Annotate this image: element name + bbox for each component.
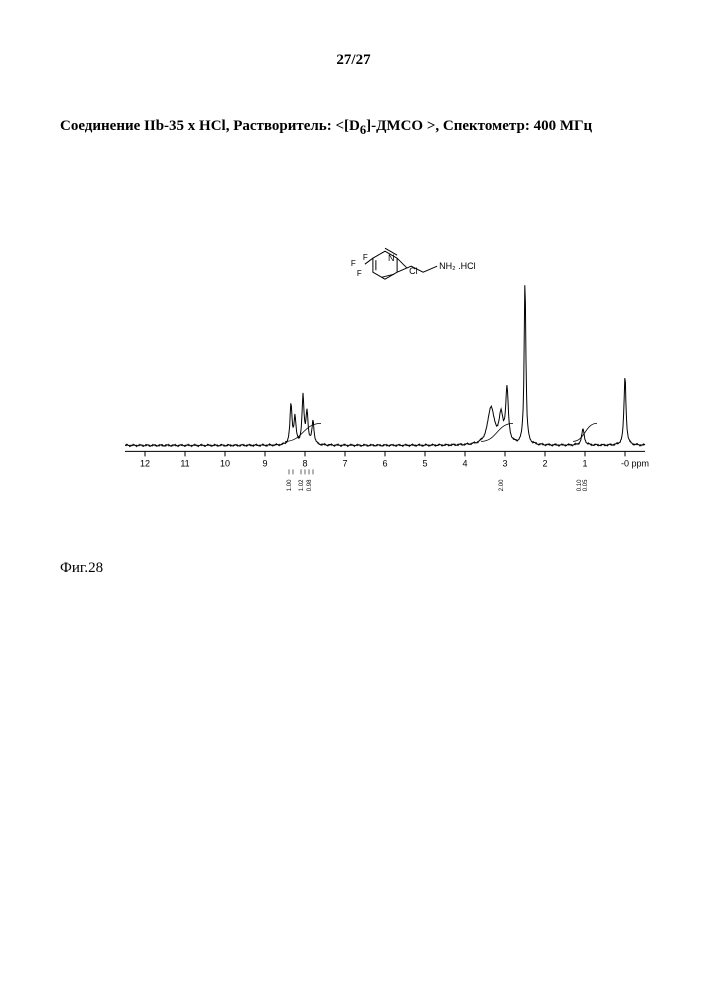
svg-text:F: F xyxy=(351,259,356,268)
figure-heading: Соединение IIb-35 x HCl, Растворитель: <… xyxy=(60,118,647,138)
svg-text:7: 7 xyxy=(342,458,347,468)
svg-text:1.00: 1.00 xyxy=(287,479,293,491)
nmr-spectrum: 121110987654321-0ppm1.001.020.982.000.10… xyxy=(115,170,655,510)
heading-part-1: Соединение IIb-35 x HCl, Растворитель: <… xyxy=(60,118,360,134)
svg-text:0.98: 0.98 xyxy=(307,479,313,491)
svg-text:12: 12 xyxy=(140,458,150,468)
heading-part-2: ]-ДМСО >, Спектометр: 400 МГц xyxy=(366,118,592,134)
svg-text:3: 3 xyxy=(502,458,507,468)
svg-text:1.02: 1.02 xyxy=(299,479,305,491)
page: 27/27 Соединение IIb-35 x HCl, Растворит… xyxy=(0,0,707,1000)
svg-text:9: 9 xyxy=(262,458,267,468)
svg-text:1: 1 xyxy=(582,458,587,468)
svg-text:F: F xyxy=(363,253,368,262)
svg-text:F: F xyxy=(357,269,362,278)
figure-label: Фиг.28 xyxy=(60,560,103,577)
svg-text:2.00: 2.00 xyxy=(499,479,505,491)
svg-text:NH₂ .HCl: NH₂ .HCl xyxy=(439,261,476,271)
svg-text:-0: -0 xyxy=(621,458,629,468)
svg-text:ppm: ppm xyxy=(631,458,649,468)
svg-text:2: 2 xyxy=(542,458,547,468)
svg-text:4: 4 xyxy=(462,458,467,468)
page-number: 27/27 xyxy=(0,52,707,69)
svg-text:0.05: 0.05 xyxy=(583,479,589,491)
svg-text:6: 6 xyxy=(382,458,387,468)
svg-text:10: 10 xyxy=(220,458,230,468)
svg-text:5: 5 xyxy=(422,458,427,468)
svg-text:11: 11 xyxy=(180,458,189,468)
svg-text:8: 8 xyxy=(302,458,307,468)
svg-text:N: N xyxy=(388,253,395,263)
